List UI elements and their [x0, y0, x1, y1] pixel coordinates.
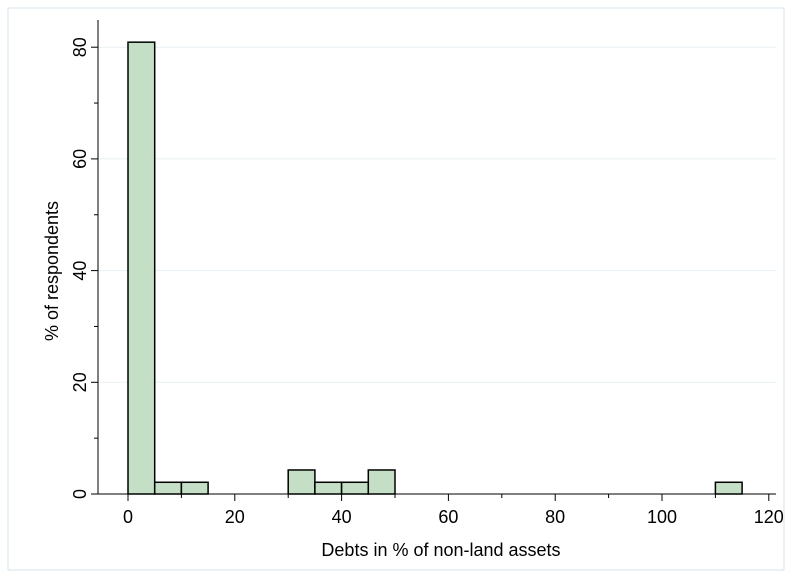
histogram-bar-1 [153, 481, 183, 495]
gridlines [98, 46, 776, 383]
histogram-bar-6 [367, 469, 396, 495]
x-tick-label-3: 60 [438, 507, 458, 527]
x-tick-label-1: 20 [225, 507, 245, 527]
y-axis-ticks: 0 20 40 60 80 [70, 37, 98, 499]
y-tick-label-3: 60 [70, 149, 90, 169]
histogram-bar-0 [127, 41, 156, 495]
y-tick-label-4: 80 [70, 37, 90, 57]
x-tick-label-4: 80 [545, 507, 565, 527]
x-tick-label-6: 120 [754, 507, 784, 527]
y-axis-label: % of respondents [42, 201, 62, 341]
x-axis-label: Debts in % of non-land assets [321, 540, 560, 560]
x-tick-label-5: 100 [647, 507, 677, 527]
x-axis-ticks: 0 20 40 60 80 100 120 [123, 494, 784, 527]
y-tick-label-2: 40 [70, 261, 90, 281]
histogram-bar-3 [287, 469, 316, 495]
x-tick-label-2: 40 [332, 507, 352, 527]
y-tick-label-1: 20 [70, 372, 90, 392]
plot-border [7, 7, 785, 571]
histogram-bars [127, 41, 743, 495]
histogram-bar-7 [714, 481, 743, 495]
histogram-bar-2 [180, 481, 209, 495]
histogram-bar-5 [340, 481, 370, 495]
x-tick-label-0: 0 [123, 507, 133, 527]
y-tick-label-0: 0 [70, 489, 90, 499]
histogram-bar-4 [314, 481, 343, 495]
